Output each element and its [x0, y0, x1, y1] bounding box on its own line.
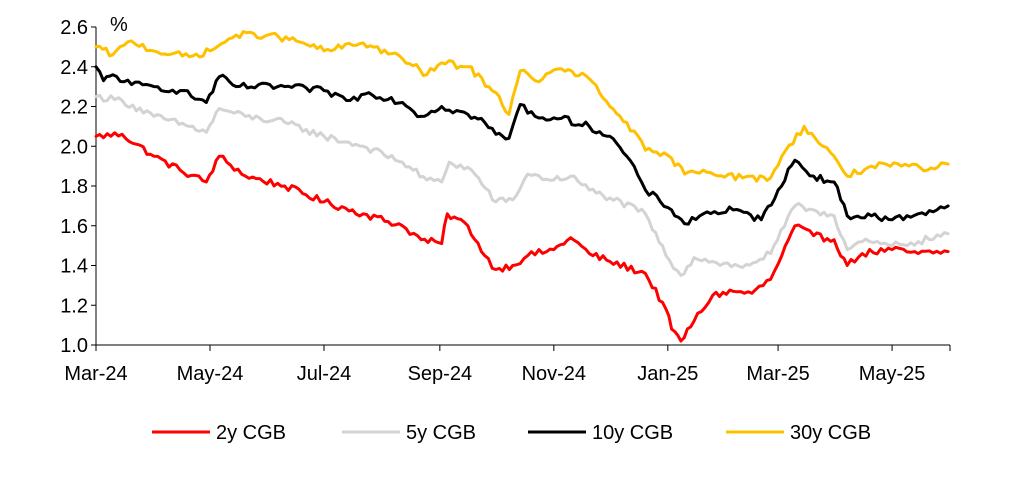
legend-label: 5y CGB [406, 422, 476, 444]
y-tick-label: 1.2 [60, 295, 88, 317]
series-line-10y-cgb [94, 65, 950, 226]
x-tick-label: Sep-24 [408, 363, 473, 385]
y-tick-label: 1.0 [60, 335, 88, 357]
y-tick-label: 2.6 [60, 17, 88, 39]
y-tick-label: 2.4 [60, 57, 88, 79]
x-tick-label: Jul-24 [297, 363, 351, 385]
series-line-30y-cgb [94, 30, 950, 183]
x-tick-label: Jan-25 [637, 363, 698, 385]
y-tick-label: 2.0 [60, 136, 88, 158]
y-unit-label: % [110, 14, 128, 36]
y-tick-label: 2.2 [60, 97, 88, 119]
x-tick-label: Mar-25 [746, 363, 809, 385]
x-axis: Mar-24 May-24 Jul-24 Sep-24 Nov-24 Jan-25 Mar-… [64, 344, 951, 385]
series-line-5y-cgb [94, 93, 950, 277]
series-layer [94, 30, 950, 343]
y-tick-label: 1.4 [60, 256, 88, 278]
series-line-2y-cgb [94, 131, 950, 343]
y-tick-label: 1.6 [60, 216, 88, 238]
y-tick-label: 1.8 [60, 176, 88, 198]
x-tick-label: Nov-24 [522, 363, 586, 385]
legend-label: 10y CGB [592, 422, 673, 444]
x-tick-label: May-24 [177, 363, 244, 385]
x-tick-label: May-25 [859, 363, 926, 385]
y-axis: 1.0 1.2 1.4 1.6 1.8 2.0 2.2 2.4 2.6 [60, 17, 97, 357]
x-tick-label: Mar-24 [64, 363, 127, 385]
legend-label: 2y CGB [216, 422, 286, 444]
legend-label: 30y CGB [790, 422, 871, 444]
legend: 2y CGB 5y CGB 10y CGB 30y CGB [152, 422, 871, 444]
